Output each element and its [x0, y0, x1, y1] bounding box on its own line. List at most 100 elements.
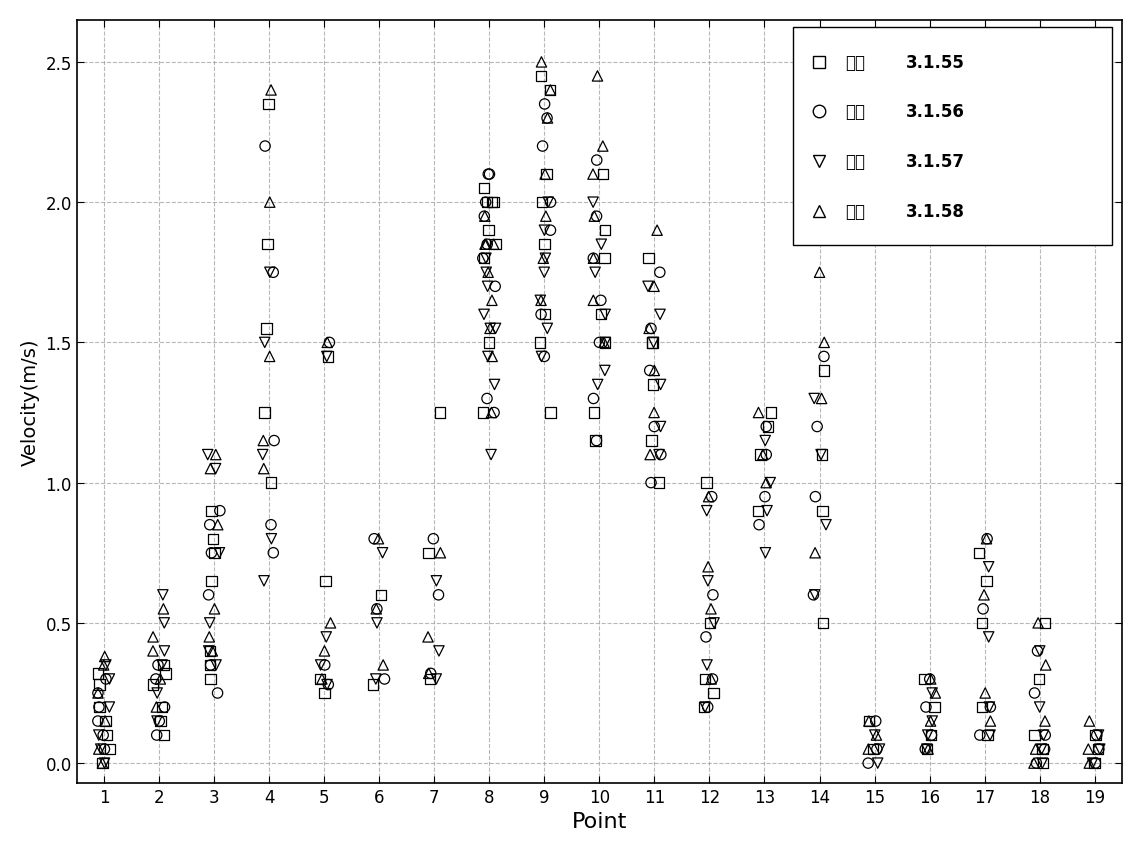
Point [1079, 742, 1097, 756]
Point [756, 490, 774, 504]
Point [593, 140, 612, 153]
Point [922, 728, 941, 742]
Point [868, 728, 886, 742]
Point [479, 280, 497, 294]
Point [481, 322, 499, 336]
Point [479, 350, 497, 364]
Point [652, 420, 670, 434]
Point [482, 406, 501, 420]
Point [206, 602, 224, 616]
Point [749, 504, 767, 518]
Point [315, 687, 334, 700]
Point [146, 672, 165, 686]
Point [698, 574, 717, 588]
Point [652, 448, 670, 462]
Point [700, 490, 718, 504]
Point [921, 672, 940, 686]
Point [531, 308, 550, 322]
Point [201, 659, 219, 672]
Point [96, 714, 114, 728]
Point [592, 238, 610, 251]
Point [151, 714, 169, 728]
Point [695, 700, 713, 714]
Point [262, 532, 280, 546]
Point [1084, 757, 1102, 770]
Point [200, 518, 218, 532]
Point [978, 728, 997, 742]
Point [1036, 728, 1054, 742]
Point [154, 728, 173, 742]
Point [89, 687, 107, 700]
Point [1036, 742, 1054, 756]
Point [318, 350, 336, 364]
Point [534, 252, 552, 266]
Point [201, 644, 219, 658]
Point [427, 574, 446, 588]
Point [536, 168, 554, 181]
Point [200, 616, 218, 630]
Point [375, 672, 393, 686]
Point [704, 589, 722, 602]
Point [970, 728, 989, 742]
Point [756, 435, 774, 448]
Point [533, 56, 551, 70]
Point [485, 238, 503, 251]
Point [1031, 644, 1049, 658]
Point [89, 667, 107, 681]
Point [641, 448, 660, 462]
Point [981, 700, 999, 714]
Point [208, 687, 226, 700]
Point [597, 337, 615, 350]
Point [155, 616, 174, 630]
Point [254, 435, 272, 448]
Point [144, 678, 162, 692]
Point [485, 406, 503, 420]
Point [806, 546, 824, 560]
Point [487, 322, 505, 336]
Point [255, 574, 273, 588]
Point [640, 322, 658, 336]
Point [539, 196, 558, 210]
Point [312, 659, 330, 672]
Point [147, 700, 166, 714]
Point [1089, 742, 1108, 756]
Point [650, 308, 669, 322]
Point [870, 742, 888, 756]
Point [256, 337, 274, 350]
Point [89, 742, 107, 756]
Point [89, 714, 107, 728]
Point [537, 168, 555, 181]
Point [813, 392, 831, 406]
Point [430, 644, 448, 658]
Point [101, 700, 119, 714]
Point [1026, 742, 1045, 756]
Point [649, 476, 668, 490]
Point [869, 757, 887, 770]
Point [478, 238, 496, 251]
Point [535, 224, 553, 238]
Point [757, 546, 775, 560]
Point [696, 672, 714, 686]
Point [97, 659, 115, 672]
Point [650, 266, 669, 279]
Point [705, 616, 724, 630]
Point [474, 406, 493, 420]
Point [650, 448, 669, 462]
Point [1088, 728, 1106, 742]
Point [584, 196, 602, 210]
Point [534, 140, 552, 153]
Point [584, 168, 602, 181]
Point [90, 678, 109, 692]
Point [588, 154, 606, 168]
Point [586, 266, 605, 279]
Point [805, 589, 823, 602]
Text: 3.1.57: 3.1.57 [905, 153, 965, 170]
Point [96, 714, 114, 728]
Point [320, 337, 338, 350]
Point [210, 546, 229, 560]
Point [644, 378, 662, 392]
Point [89, 687, 107, 700]
Text: 그림: 그림 [845, 103, 865, 121]
Point [585, 406, 604, 420]
Point [157, 667, 175, 681]
